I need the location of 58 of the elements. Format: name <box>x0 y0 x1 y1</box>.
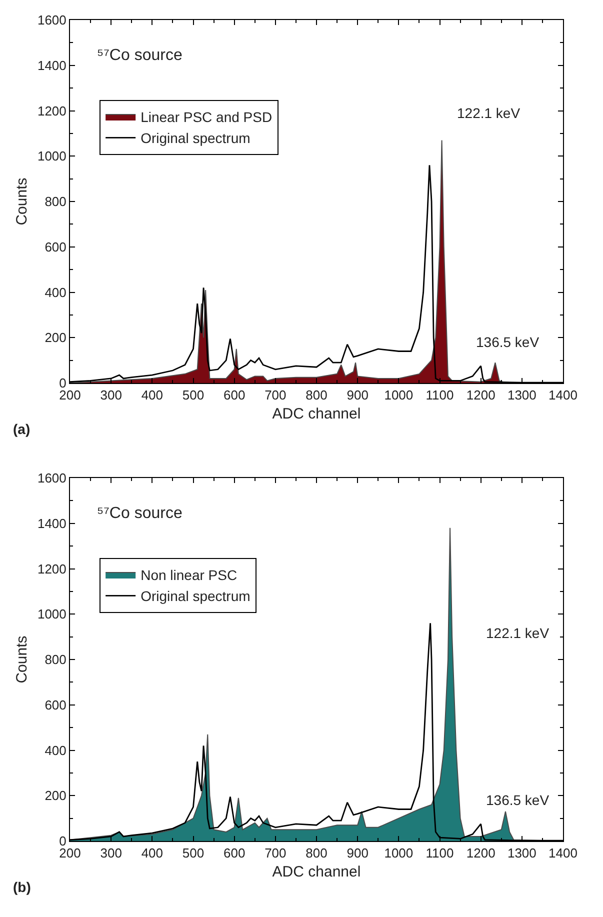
y-tick-label: 1200 <box>37 561 66 576</box>
x-tick-label: 1300 <box>507 388 536 403</box>
x-tick-label: 700 <box>264 846 286 861</box>
x-tick-label: 1400 <box>548 388 578 403</box>
x-tick-label: 500 <box>182 846 204 861</box>
y-tick-label: 200 <box>44 330 66 346</box>
x-tick-label: 1400 <box>548 846 578 861</box>
x-tick-label: 1200 <box>466 388 496 403</box>
x-tick-label: 600 <box>223 388 246 403</box>
y-tick-label: 0 <box>59 834 66 849</box>
annotation: 136.5 keV <box>486 792 550 808</box>
x-tick-label: 400 <box>141 846 164 861</box>
y-tick-label: 1200 <box>37 103 66 118</box>
y-tick-label: 1600 <box>37 12 66 28</box>
annotation: 122.1 keV <box>457 105 521 121</box>
y-tick-label: 200 <box>44 788 66 804</box>
y-tick-label: 400 <box>44 284 66 300</box>
x-tick-label: 900 <box>346 846 368 861</box>
y-tick-label: 1600 <box>37 470 66 486</box>
y-tick-label: 600 <box>44 697 66 712</box>
x-tick-label: 1100 <box>426 846 454 861</box>
x-tick-label: 900 <box>346 388 368 403</box>
legend-label: Original spectrum <box>140 588 250 604</box>
x-tick-label: 1200 <box>466 846 496 861</box>
y-tick-label: 800 <box>44 194 66 210</box>
y-tick-label: 400 <box>44 742 66 758</box>
text: (a) <box>13 421 30 437</box>
x-axis-title: ADC channel <box>272 406 361 423</box>
x-tick-label: 500 <box>182 388 204 403</box>
x-tick-label: 1000 <box>384 388 414 403</box>
text: (b) <box>13 879 31 895</box>
y-tick-label: 1400 <box>37 516 66 531</box>
x-tick-label: 1000 <box>384 846 414 861</box>
y-tick-label: 1000 <box>37 148 66 164</box>
x-tick-label: 1100 <box>426 388 454 403</box>
y-axis-title: Counts <box>14 636 31 684</box>
x-tick-label: 300 <box>100 388 122 403</box>
y-tick-label: 1000 <box>37 606 66 622</box>
x-tick-label: 800 <box>306 388 328 403</box>
y-tick-label: 600 <box>44 239 66 254</box>
x-tick-label: 300 <box>100 846 122 861</box>
y-tick-label: 800 <box>44 652 66 668</box>
x-axis-title: ADC channel <box>272 864 361 881</box>
x-tick-label: 700 <box>264 388 286 403</box>
annotation: ⁵⁷Co source <box>97 505 182 522</box>
x-tick-label: 1300 <box>507 846 536 861</box>
legend-label: Original spectrum <box>140 130 250 146</box>
y-tick-label: 1400 <box>37 58 66 73</box>
x-tick-label: 600 <box>223 846 246 861</box>
annotation: 122.1 keV <box>486 625 550 641</box>
x-tick-label: 400 <box>141 388 164 403</box>
annotation: 136.5 keV <box>476 334 540 350</box>
legend-label: Linear PSC and PSD <box>140 108 272 125</box>
x-tick-label: 800 <box>306 846 328 861</box>
y-axis-title: Counts <box>14 178 31 226</box>
legend-label: Non linear PSC <box>140 566 238 583</box>
y-tick-label: 0 <box>59 376 66 391</box>
annotation: ⁵⁷Co source <box>97 47 182 64</box>
